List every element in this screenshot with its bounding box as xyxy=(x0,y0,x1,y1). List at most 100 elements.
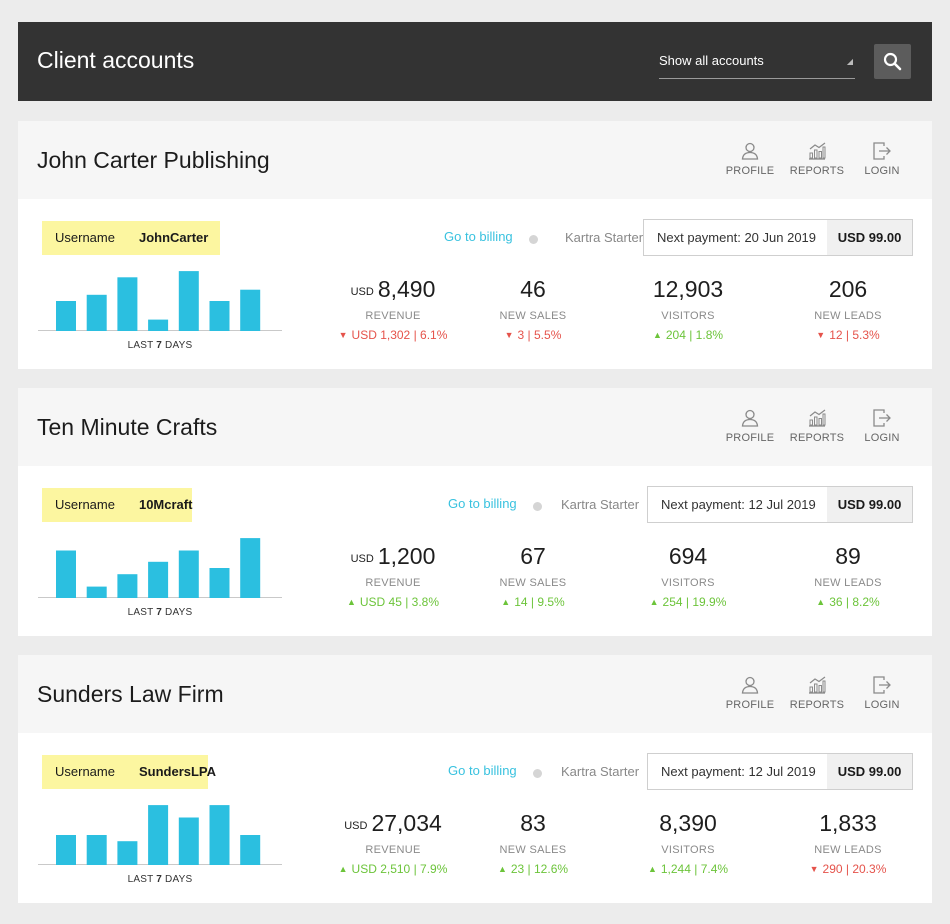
chart-caption-days: 7 xyxy=(156,340,163,351)
metric-value: 46 xyxy=(458,276,608,302)
metric-delta: ▲ USD 2,510 | 7.9% xyxy=(318,862,468,876)
account-name: John Carter Publishing xyxy=(37,147,270,173)
metric-value: USD 8,490 xyxy=(318,276,468,302)
logout-icon xyxy=(873,409,891,427)
chart-bar xyxy=(86,294,107,331)
search-button[interactable] xyxy=(874,44,911,79)
plan-name: Kartra Starter xyxy=(565,230,644,245)
login-button[interactable]: LOGIN xyxy=(852,141,912,177)
status-dot xyxy=(533,769,542,778)
next-payment-text: Next payment: 20 Jun 2019 xyxy=(657,230,816,245)
logout-icon xyxy=(873,142,891,160)
metric-number: 27,034 xyxy=(371,810,442,836)
triangle-down-icon: ▼ xyxy=(504,330,514,340)
reports-button[interactable]: REPORTS xyxy=(787,408,847,444)
metric-delta: ▲ 23 | 12.6% xyxy=(458,862,608,876)
chevron-down-icon: ◢ xyxy=(846,57,853,66)
chart-caption-prefix: LAST xyxy=(127,874,154,885)
currency-label: USD xyxy=(344,820,368,832)
account-name: Sunders Law Firm xyxy=(37,681,224,707)
page-title: Client accounts xyxy=(37,47,195,73)
triangle-up-icon: ▲ xyxy=(346,597,356,607)
chart-bar xyxy=(148,561,169,598)
go-to-billing-link[interactable]: Go to billing xyxy=(444,229,513,244)
metric-new-leads: 1,833 NEW LEADS ▼ 290 | 20.3% xyxy=(773,810,923,876)
metric-delta: ▲ 36 | 8.2% xyxy=(773,595,923,609)
metric-number: 46 xyxy=(520,276,546,302)
reports-button[interactable]: REPORTS xyxy=(787,675,847,711)
plan-name: Kartra Starter xyxy=(561,497,640,512)
search-icon xyxy=(883,52,902,71)
user-icon xyxy=(741,676,759,694)
mini-bar-chart xyxy=(38,532,282,598)
metric-revenue: USD 1,200 REVENUE ▲ USD 45 | 3.8% xyxy=(318,543,468,609)
metric-number: 89 xyxy=(835,543,861,569)
go-to-billing-link[interactable]: Go to billing xyxy=(448,763,517,778)
triangle-down-icon: ▼ xyxy=(816,330,826,340)
logout-icon xyxy=(873,676,891,694)
chart-bar xyxy=(117,841,138,865)
metric-new-sales: 46 NEW SALES ▼ 3 | 5.5% xyxy=(458,276,608,342)
login-button[interactable]: LOGIN xyxy=(852,675,912,711)
login-button[interactable]: LOGIN xyxy=(852,408,912,444)
triangle-up-icon: ▲ xyxy=(497,864,507,874)
chart-bar xyxy=(209,805,230,865)
metric-label: REVENUE xyxy=(365,844,421,856)
username-badge: Username 10Mcraft xyxy=(42,488,192,522)
reports-button[interactable]: REPORTS xyxy=(787,141,847,177)
chart-icon xyxy=(809,676,826,694)
next-payment-text: Next payment: 12 Jul 2019 xyxy=(661,764,816,779)
chart-bar xyxy=(86,586,107,598)
metric-number: 8,390 xyxy=(659,810,717,836)
profile-button[interactable]: PROFILE xyxy=(720,141,780,177)
account-filter-select[interactable]: Show all accounts ◢ xyxy=(659,49,855,79)
mini-bar-chart xyxy=(38,265,282,331)
profile-button[interactable]: PROFILE xyxy=(720,675,780,711)
username-value: 10Mcraft xyxy=(138,497,193,512)
chart-bar xyxy=(178,817,199,865)
next-payment-date: 12 Jul 2019 xyxy=(748,497,816,512)
metric-delta: ▼ USD 1,302 | 6.1% xyxy=(318,328,468,342)
chart-caption: LAST 7 DAYS xyxy=(38,607,282,618)
metric-delta: ▲ 254 | 19.9% xyxy=(613,595,763,609)
metric-delta-text: 254 | 19.9% xyxy=(662,595,727,609)
user-icon xyxy=(741,142,759,160)
metric-delta: ▲ 14 | 9.5% xyxy=(458,595,608,609)
payment-amount: USD 99.00 xyxy=(827,754,912,789)
chart-bar xyxy=(148,805,169,865)
chart-caption-suffix: DAYS xyxy=(165,340,193,351)
triangle-up-icon: ▲ xyxy=(652,330,662,340)
metric-label: REVENUE xyxy=(365,310,421,322)
metric-value: 67 xyxy=(458,543,608,569)
profile-button[interactable]: PROFILE xyxy=(720,408,780,444)
triangle-down-icon: ▼ xyxy=(809,864,819,874)
metric-number: 83 xyxy=(520,810,546,836)
reports-label: REPORTS xyxy=(789,432,845,444)
account-card: John Carter Publishing PROFILE REPORTS xyxy=(18,121,932,369)
login-label: LOGIN xyxy=(864,699,900,711)
payment-amount: USD 99.00 xyxy=(827,220,912,255)
metric-label: VISITORS xyxy=(661,577,715,589)
metric-number: 694 xyxy=(668,543,708,569)
go-to-billing-link[interactable]: Go to billing xyxy=(448,496,517,511)
metric-label: NEW SALES xyxy=(499,844,567,856)
metric-delta-text: 36 | 8.2% xyxy=(829,595,880,609)
metric-label: VISITORS xyxy=(661,844,715,856)
chart-caption-days: 7 xyxy=(156,874,163,885)
chart-caption-prefix: LAST xyxy=(127,340,154,351)
metric-number: 8,490 xyxy=(377,276,436,302)
username-value: JohnCarter xyxy=(138,230,209,245)
chart-caption: LAST 7 DAYS xyxy=(38,340,282,351)
chart-bar xyxy=(178,271,199,331)
metric-delta: ▲ 1,244 | 7.4% xyxy=(613,862,763,876)
chart-caption-days: 7 xyxy=(156,607,163,618)
mini-bar-chart-plot xyxy=(56,271,261,331)
mini-bar-chart-plot xyxy=(56,538,261,598)
next-payment-prefix: Next payment: xyxy=(661,497,745,512)
metric-revenue: USD 8,490 REVENUE ▼ USD 1,302 | 6.1% xyxy=(318,276,468,342)
metric-number: 1,833 xyxy=(819,810,877,836)
chart-bar xyxy=(209,568,230,598)
chart-bar xyxy=(240,835,261,865)
account-name: Ten Minute Crafts xyxy=(37,414,218,440)
metric-delta-text: 3 | 5.5% xyxy=(517,328,562,342)
